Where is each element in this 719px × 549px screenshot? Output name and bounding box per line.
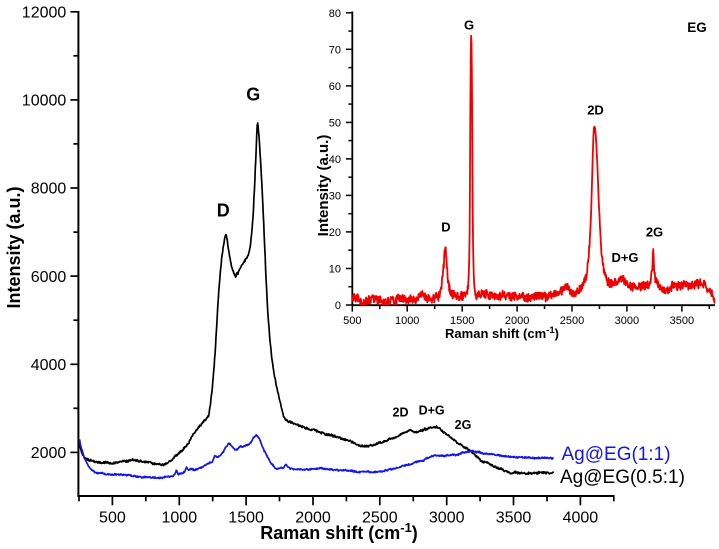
svg-text:EG: EG	[687, 20, 707, 35]
svg-text:Raman shift (cm-1): Raman shift (cm-1)	[445, 325, 559, 341]
svg-text:G: G	[464, 17, 474, 32]
svg-text:8000: 8000	[31, 181, 67, 198]
svg-text:20: 20	[329, 227, 341, 239]
svg-text:3000: 3000	[429, 510, 465, 527]
svg-text:2D: 2D	[393, 406, 409, 420]
svg-text:Ag@EG(0.5:1): Ag@EG(0.5:1)	[560, 467, 685, 488]
svg-text:50: 50	[329, 117, 341, 129]
svg-text:4000: 4000	[31, 357, 67, 374]
svg-text:D: D	[217, 201, 230, 221]
svg-text:6000: 6000	[31, 269, 67, 286]
svg-text:D+G: D+G	[419, 404, 445, 418]
svg-text:0: 0	[335, 300, 341, 312]
svg-text:Intensity (a.u.): Intensity (a.u.)	[4, 186, 24, 308]
svg-text:3500: 3500	[496, 510, 532, 527]
svg-text:2D: 2D	[587, 103, 604, 118]
svg-text:2500: 2500	[362, 510, 398, 527]
svg-text:2000: 2000	[505, 315, 529, 327]
svg-text:12000: 12000	[22, 4, 67, 21]
svg-text:2G: 2G	[455, 418, 472, 432]
svg-text:4000: 4000	[563, 510, 599, 527]
svg-text:10000: 10000	[22, 93, 67, 110]
svg-text:500: 500	[343, 315, 361, 327]
svg-text:1000: 1000	[162, 510, 198, 527]
svg-text:30: 30	[329, 190, 341, 202]
svg-text:500: 500	[99, 510, 126, 527]
svg-text:40: 40	[329, 154, 341, 166]
svg-text:G: G	[246, 85, 260, 105]
svg-text:1000: 1000	[395, 315, 419, 327]
svg-text:80: 80	[329, 8, 341, 20]
svg-text:1500: 1500	[228, 510, 264, 527]
svg-text:2000: 2000	[295, 510, 331, 527]
svg-text:2500: 2500	[560, 315, 584, 327]
svg-text:Raman shift (cm-1): Raman shift (cm-1)	[260, 520, 418, 543]
svg-text:70: 70	[329, 44, 341, 56]
svg-text:2000: 2000	[31, 445, 67, 462]
svg-text:D+G: D+G	[611, 250, 638, 265]
svg-text:60: 60	[329, 81, 341, 93]
svg-text:D: D	[441, 220, 450, 235]
svg-text:3000: 3000	[615, 315, 639, 327]
svg-text:2G: 2G	[646, 225, 663, 240]
svg-text:1500: 1500	[450, 315, 474, 327]
svg-text:10: 10	[329, 264, 341, 276]
svg-text:Ag@EG(1:1): Ag@EG(1:1)	[562, 444, 671, 465]
svg-text:3500: 3500	[670, 315, 694, 327]
svg-text:Intensity (a.u.): Intensity (a.u.)	[315, 135, 332, 237]
